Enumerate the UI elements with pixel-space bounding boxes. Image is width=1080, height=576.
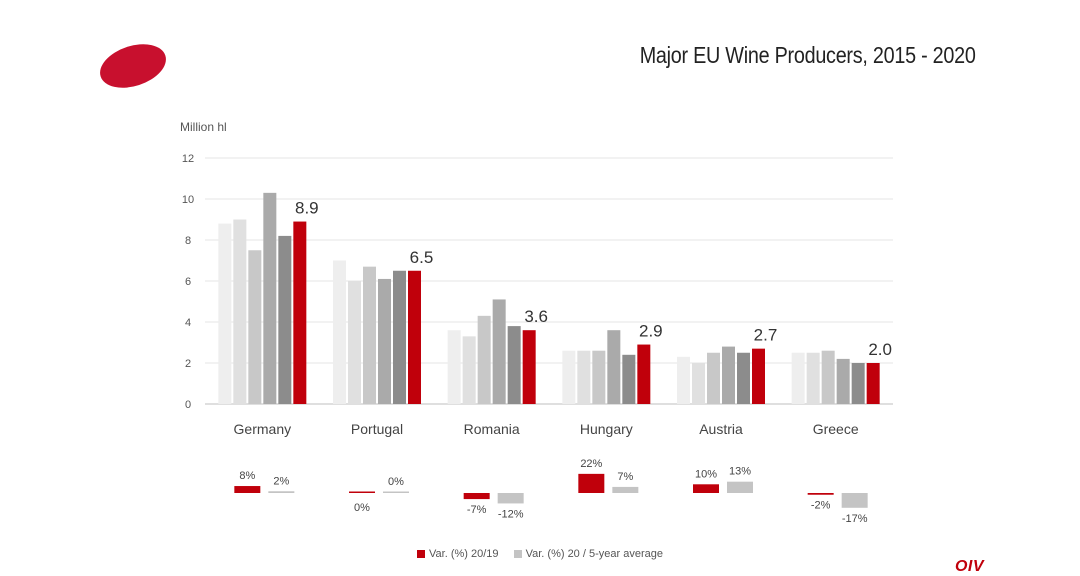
variation-bar-germany-1 (268, 491, 295, 493)
data-label: 3.6 (524, 307, 548, 326)
variation-bar-portugal-0 (349, 491, 375, 493)
category-label: Portugal (351, 421, 403, 437)
bar-portugal-2 (363, 266, 376, 404)
variation-bar-germany-0 (234, 486, 261, 493)
bar-germany-2 (248, 250, 262, 404)
bar-hungary-3 (607, 330, 621, 404)
bar-austria-5 (752, 348, 765, 404)
bar-greece-5 (866, 363, 880, 404)
bar-germany-0 (218, 223, 232, 404)
variation-bar-romania-0 (463, 493, 490, 500)
bar-romania-4 (507, 326, 521, 404)
legend-label-var-20-19: Var. (%) 20/19 (429, 548, 499, 560)
oiv-brand-mark: OIV (954, 558, 984, 575)
bar-greece-4 (851, 363, 865, 404)
variation-label: 7% (617, 471, 633, 483)
variation-bar-romania-1 (497, 493, 524, 504)
variation-label: 0% (388, 476, 404, 488)
y-tick-label: 10 (182, 194, 194, 206)
bar-germany-4 (278, 235, 292, 404)
legend: Var. (%) 20/19 Var. (%) 20 / 5-year aver… (0, 548, 1080, 560)
variation-bar-austria-0 (693, 484, 719, 493)
data-label: 6.5 (410, 248, 434, 267)
y-tick-label: 6 (185, 276, 191, 288)
oiv-logo-blob (100, 44, 166, 88)
y-tick-label: 12 (182, 153, 194, 165)
bar-austria-1 (692, 363, 705, 404)
category-label: Germany (234, 421, 292, 437)
bar-greece-1 (806, 352, 820, 404)
bar-greece-3 (836, 358, 850, 404)
bar-germany-3 (263, 192, 277, 404)
variation-label: 8% (239, 470, 255, 482)
legend-label-var-5yr: Var. (%) 20 / 5-year average (525, 548, 663, 560)
variation-label: 10% (695, 468, 717, 480)
y-tick-label: 4 (185, 317, 191, 329)
bar-hungary-5 (637, 344, 651, 404)
data-label: 2.7 (754, 326, 778, 345)
bar-hungary-1 (577, 350, 591, 404)
bar-romania-1 (462, 336, 476, 404)
variation-label: -7% (467, 504, 487, 516)
legend-swatch-red (417, 550, 426, 558)
bar-greece-0 (791, 352, 805, 404)
bar-romania-0 (447, 330, 461, 404)
variation-bar-greece-0 (807, 493, 834, 495)
legend-item-var-20-19: Var. (%) 20/19 (417, 548, 499, 560)
bar-romania-2 (477, 315, 491, 404)
variation-bar-hungary-1 (612, 486, 639, 493)
bar-austria-0 (677, 356, 690, 404)
bar-portugal-5 (408, 270, 421, 404)
chart-title: Major EU Wine Producers, 2015 - 2020 (640, 42, 976, 68)
wine-production-chart: Million hl 0 2 4 6 8 10 12 8.9 Germany 6.5 Portugal… (180, 120, 893, 525)
category-label: Austria (699, 421, 743, 437)
bar-romania-3 (492, 299, 506, 404)
bar-portugal-3 (378, 278, 391, 404)
bar-portugal-0 (333, 260, 346, 404)
y-tick-label: 8 (185, 235, 191, 247)
variation-bar-portugal-1 (383, 491, 409, 493)
bar-hungary-0 (562, 350, 576, 404)
data-label: 8.9 (295, 199, 319, 218)
bar-germany-1 (233, 219, 247, 404)
bar-portugal-4 (393, 270, 406, 404)
variation-label: 2% (273, 475, 289, 487)
bar-romania-5 (522, 330, 536, 404)
variation-label: -12% (498, 508, 524, 520)
bar-germany-5 (293, 221, 307, 404)
bar-austria-4 (737, 352, 750, 404)
legend-swatch-grey (513, 550, 522, 558)
variation-label: 0% (354, 502, 370, 514)
bar-austria-2 (707, 352, 720, 404)
category-label: Greece (813, 421, 859, 437)
y-tick-label: 2 (185, 358, 191, 370)
variation-bar-hungary-0 (578, 473, 605, 493)
category-label: Romania (464, 421, 520, 437)
variation-label: -2% (811, 500, 831, 512)
bar-greece-2 (821, 350, 835, 404)
y-axis-title: Million hl (180, 120, 227, 134)
variation-label: 13% (729, 466, 751, 478)
variation-bar-austria-1 (727, 481, 753, 493)
bar-hungary-4 (622, 354, 636, 404)
variation-bar-greece-1 (841, 493, 868, 508)
data-label: 2.9 (639, 322, 663, 341)
data-label: 2.0 (868, 340, 892, 359)
bar-austria-3 (722, 346, 735, 404)
legend-item-var-5yr: Var. (%) 20 / 5-year average (513, 548, 663, 560)
category-label: Hungary (580, 421, 633, 437)
bar-portugal-1 (348, 281, 361, 404)
variation-label: -17% (842, 513, 868, 525)
y-tick-label: 0 (185, 399, 191, 411)
variation-label: 22% (580, 458, 602, 470)
bar-hungary-2 (592, 350, 606, 404)
